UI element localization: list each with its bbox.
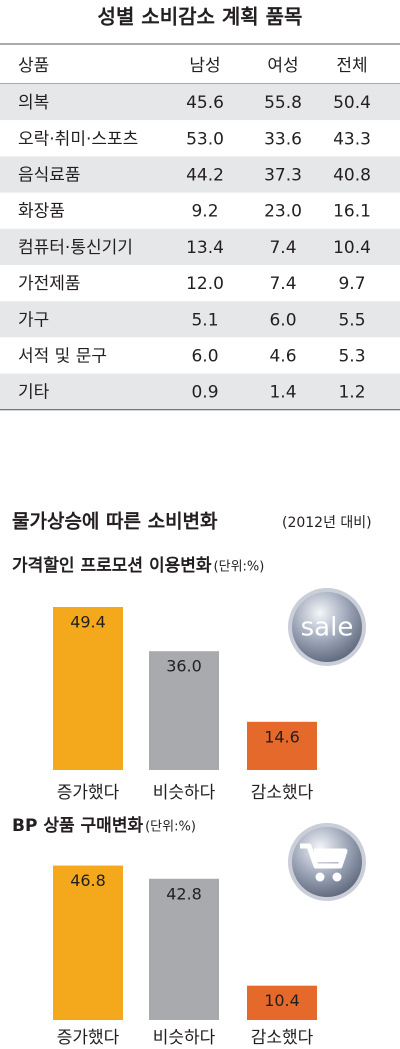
table-cell: 음식료품	[18, 166, 81, 186]
chart-unit: (단위:%)	[214, 560, 265, 575]
bar	[149, 878, 219, 1020]
table-cell: 1.2	[338, 383, 365, 403]
table-cell: 6.0	[269, 310, 296, 330]
table-row-bg	[0, 301, 400, 338]
table-cell: 5.5	[338, 310, 365, 330]
table-cell: 50.4	[333, 93, 371, 113]
table-cell: 서적 및 문구	[18, 347, 107, 367]
x-tick-label: 비슷하다	[153, 1028, 216, 1048]
value-label: 10.4	[264, 991, 300, 1010]
table-cell: 4.6	[269, 347, 296, 367]
table-cell: 5.3	[338, 347, 365, 367]
cart-body	[300, 843, 348, 869]
table-cell: 기타	[18, 383, 50, 403]
table-header-cell: 남성	[189, 56, 220, 76]
table-row-bg	[0, 120, 400, 157]
cart-icon	[288, 823, 366, 901]
table-cell: 16.1	[333, 202, 371, 222]
table-cell: 9.2	[191, 202, 218, 222]
icon-label: sale	[301, 613, 354, 643]
table-cell: 오락·취미·스포츠	[18, 129, 138, 149]
bar	[53, 606, 123, 770]
table-cell: 53.0	[186, 129, 224, 149]
value-label: 36.0	[166, 657, 202, 676]
table-cell: 55.8	[264, 93, 302, 113]
table-cell: 33.6	[264, 129, 302, 149]
table-header-cell: 여성	[267, 56, 298, 76]
table-row-bg	[0, 156, 400, 193]
section-subtitle: (2012년 대비)	[282, 515, 372, 531]
table-title: 성별 소비감소 계획 품목	[98, 5, 303, 29]
bar	[247, 721, 317, 770]
table-cell: 10.4	[333, 238, 371, 258]
table-cell: 컴퓨터·통신기기	[18, 238, 133, 258]
sale-icon: sale	[288, 588, 366, 666]
value-label: 42.8	[166, 884, 202, 903]
table-row-bg	[0, 265, 400, 302]
cart-wheel	[315, 872, 325, 882]
table-cell: 1.4	[269, 383, 296, 403]
x-tick-label: 증가했다	[57, 1028, 120, 1048]
table-row-bg	[0, 337, 400, 374]
x-tick-label: 감소했다	[251, 783, 314, 803]
table-cell: 5.1	[191, 310, 218, 330]
table-cell: 가구	[18, 310, 49, 330]
bar	[149, 651, 219, 770]
value-label: 46.8	[70, 871, 106, 890]
table-cell: 6.0	[191, 347, 218, 367]
table-cell: 9.7	[338, 274, 365, 294]
table-row-bg	[0, 192, 400, 229]
table-cell: 7.4	[269, 274, 296, 294]
table-cell: 43.3	[333, 129, 371, 149]
table-cell: 가전제품	[18, 274, 81, 294]
cart-basket	[312, 852, 342, 862]
icon-orb	[292, 592, 362, 662]
table-cell: 7.4	[269, 238, 296, 258]
table-row-bg	[0, 84, 400, 121]
x-tick-label: 증가했다	[57, 783, 120, 803]
table-cell: 45.6	[186, 93, 224, 113]
cart-wheel	[332, 872, 342, 882]
table-cell: 23.0	[264, 202, 302, 222]
table-cell: 13.4	[186, 238, 224, 258]
chart-title: BP 상품 구매변화	[12, 816, 143, 836]
bar	[247, 985, 317, 1020]
table-row-bg	[0, 373, 400, 410]
x-tick-label: 감소했다	[251, 1028, 314, 1048]
bar	[53, 865, 123, 1020]
table-cell: 0.9	[191, 383, 218, 403]
chart-unit: (단위:%)	[145, 820, 196, 835]
section-title: 물가상승에 따른 소비변화	[12, 511, 218, 533]
table-cell: 37.3	[264, 166, 302, 186]
chart-title: 가격할인 프로모션 이용변화	[12, 556, 212, 576]
value-label: 49.4	[70, 612, 106, 631]
x-tick-label: 비슷하다	[153, 783, 216, 803]
value-label: 14.6	[264, 727, 300, 746]
table-header-cell: 전체	[336, 56, 367, 76]
table-cell: 44.2	[186, 166, 224, 186]
table-cell: 의복	[18, 93, 49, 113]
table-cell: 화장품	[18, 202, 65, 222]
table-cell: 40.8	[333, 166, 371, 186]
table-header-cell: 상품	[18, 56, 49, 76]
table-row-bg	[0, 228, 400, 265]
table-cell: 12.0	[186, 274, 224, 294]
